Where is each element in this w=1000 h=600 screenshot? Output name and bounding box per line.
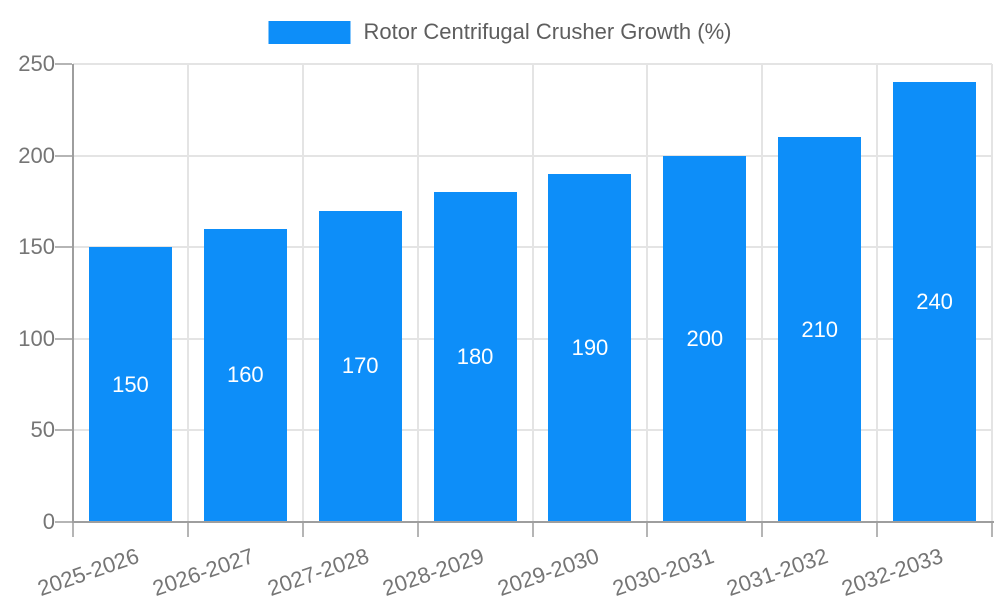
- x-axis-label: 2032-2033: [838, 543, 947, 600]
- bar[interactable]: [663, 155, 747, 522]
- bar-value-label: 170: [341, 353, 379, 379]
- x-axis-label: 2030-2031: [609, 543, 717, 600]
- bar-value-label: 210: [801, 316, 839, 342]
- x-axis-tick: [991, 523, 993, 537]
- x-axis-label: 2031-2032: [723, 543, 832, 600]
- x-axis-label: 2026-2027: [149, 543, 258, 600]
- y-axis-label: 150: [18, 234, 55, 260]
- bar-value-label: 200: [686, 325, 724, 351]
- y-axis-label: 250: [18, 51, 55, 76]
- bar[interactable]: [548, 173, 632, 522]
- bar-value-label: 190: [571, 334, 609, 360]
- bar-value-label: 150: [112, 371, 149, 397]
- v-gridline: [186, 64, 189, 522]
- y-axis-label: 50: [30, 417, 55, 443]
- bar-value-label: 180: [456, 344, 494, 370]
- x-axis-tick: [531, 523, 534, 537]
- x-axis-tick: [416, 523, 419, 537]
- v-gridline: [761, 64, 764, 522]
- y-axis-tick: [55, 429, 72, 432]
- x-axis-line: [72, 521, 994, 523]
- x-axis-tick: [761, 523, 764, 537]
- y-axis-tick: [55, 63, 72, 65]
- legend-swatch-icon[interactable]: [268, 20, 351, 44]
- v-gridline: [876, 64, 879, 522]
- x-axis-tick: [186, 523, 189, 537]
- x-axis-label: 2027-2028: [264, 543, 373, 600]
- x-axis-label: 2029-2030: [494, 543, 602, 600]
- y-axis-label: 100: [18, 325, 55, 351]
- x-axis-tick: [301, 523, 304, 537]
- bar[interactable]: [88, 247, 172, 522]
- v-gridline: [301, 64, 304, 522]
- bar[interactable]: [203, 228, 287, 522]
- x-axis-label: 2025-2026: [34, 543, 143, 600]
- legend-label: Rotor Centrifugal Crusher Growth (%): [363, 19, 732, 44]
- y-axis-tick: [55, 154, 72, 157]
- y-axis-tick: [55, 246, 72, 249]
- x-axis-tick: [72, 523, 74, 537]
- x-axis-tick: [646, 523, 649, 537]
- x-axis-tick: [876, 523, 879, 537]
- x-axis-label: 2028-2029: [379, 543, 487, 600]
- bar[interactable]: [893, 82, 977, 522]
- y-axis-tick: [55, 337, 72, 340]
- v-gridline: [991, 64, 993, 522]
- v-gridline: [416, 64, 419, 522]
- y-axis-label: 0: [42, 509, 55, 534]
- v-gridline: [646, 64, 649, 522]
- bar-value-label: 240: [916, 289, 953, 315]
- v-gridline: [531, 64, 534, 522]
- bar[interactable]: [778, 137, 862, 522]
- legend[interactable]: Rotor Centrifugal Crusher Growth (%): [268, 19, 732, 45]
- bar[interactable]: [318, 210, 402, 522]
- y-axis-tick: [55, 521, 72, 523]
- bar-value-label: 160: [226, 362, 264, 388]
- y-axis-label: 200: [18, 142, 55, 168]
- y-axis-line: [72, 64, 74, 522]
- bar[interactable]: [433, 192, 517, 522]
